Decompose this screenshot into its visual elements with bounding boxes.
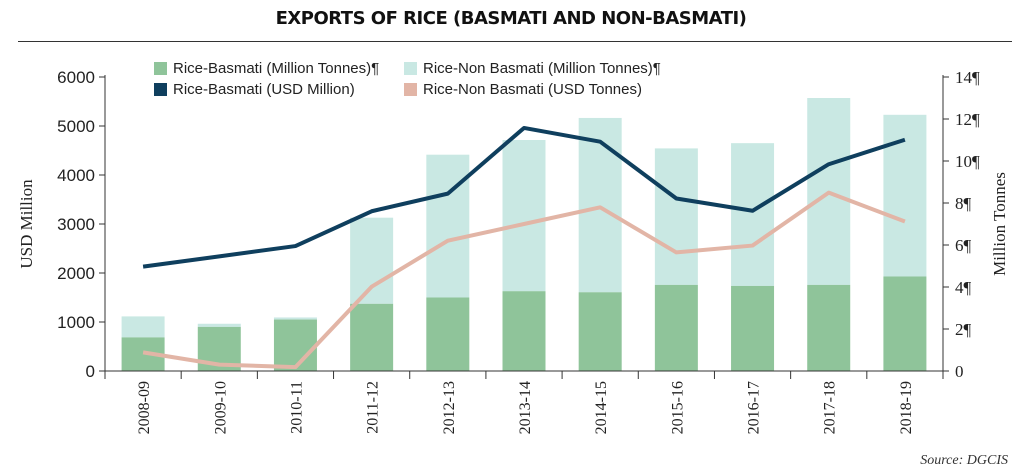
- legend-item-nonbasmati-usd: Rice-Non Basmati (USD Tonnes): [404, 81, 642, 98]
- legend-label: Rice-Non Basmati (Million Tonnes)¶: [423, 60, 661, 77]
- bar-nonbasmati-tonnes: [654, 148, 698, 285]
- y-axis-title-right: Million Tonnes: [990, 172, 1009, 276]
- legend-swatch: [154, 62, 167, 75]
- bar-basmati-tonnes: [578, 292, 622, 371]
- bar-nonbasmati-tonnes: [883, 114, 927, 277]
- bar-basmati-tonnes: [502, 291, 546, 371]
- x-tick-label: 2010-11: [288, 381, 305, 434]
- y-tick-label-left: 2000: [57, 264, 95, 283]
- y-tick-label-left: 0: [86, 362, 95, 381]
- bar-basmati-tonnes: [350, 303, 394, 371]
- y-tick-label-right: 8¶: [955, 194, 972, 213]
- line-nonbasmati-usd: [142, 190, 906, 370]
- x-tick-label: 2013-14: [517, 381, 534, 434]
- x-tick-label: 2009-10: [212, 381, 229, 434]
- bar-basmati-tonnes: [273, 319, 317, 371]
- legend-label: Rice-Basmati (USD Million): [173, 81, 355, 98]
- bar-nonbasmati-tonnes: [197, 323, 241, 327]
- y-tick-label-left: 1000: [57, 313, 95, 332]
- y-tick-label-right: 12¶: [955, 110, 980, 129]
- bar-basmati-tonnes: [426, 297, 470, 371]
- bar-nonbasmati-tonnes: [502, 140, 546, 292]
- x-tick-label: 2014-15: [593, 381, 610, 434]
- title-divider: [18, 41, 1012, 42]
- bar-nonbasmati-tonnes: [731, 143, 775, 286]
- chart-title: EXPORTS OF RICE (BASMATI AND NON-BASMATI…: [275, 8, 747, 29]
- bar-basmati-tonnes: [807, 284, 851, 371]
- legend-swatch: [404, 83, 417, 96]
- legend-label: Rice-Non Basmati (USD Tonnes): [423, 81, 642, 98]
- y-tick-label-right: 4¶: [955, 278, 972, 297]
- legend-swatch: [404, 62, 417, 75]
- legend-item-basmati-tonnes: Rice-Basmati (Million Tonnes)¶: [154, 60, 379, 77]
- x-tick-label: 2012-13: [441, 381, 458, 434]
- y-tick-label-left: 6000: [57, 68, 95, 87]
- y-tick-label-right: 6¶: [955, 236, 972, 255]
- y-tick-label-left: 3000: [57, 215, 95, 234]
- y-tick-label-left: 5000: [57, 117, 95, 136]
- bar-nonbasmati-tonnes: [273, 317, 317, 320]
- bar-basmati-tonnes: [654, 284, 698, 371]
- legend-item-nonbasmati-tonnes: Rice-Non Basmati (Million Tonnes)¶: [404, 60, 661, 77]
- bar-basmati-tonnes: [731, 285, 775, 371]
- y-tick-label-right: 2¶: [955, 320, 972, 339]
- x-tick-label: 2015-16: [669, 381, 686, 434]
- legend-swatch: [154, 83, 167, 96]
- bar-nonbasmati-tonnes: [578, 117, 622, 293]
- x-tick-label: 2018-19: [898, 381, 915, 434]
- legend-item-basmati-usd: Rice-Basmati (USD Million): [154, 81, 355, 98]
- line-basmati-usd: [142, 125, 906, 269]
- x-tick-label: 2011-12: [365, 381, 382, 434]
- x-tick-label: 2016-17: [746, 381, 763, 434]
- y-tick-label-right: 14¶: [955, 68, 980, 87]
- bar-nonbasmati-tonnes: [426, 154, 470, 298]
- y-tick-label-right: 0: [955, 362, 964, 381]
- y-tick-label-right: 10¶: [955, 152, 980, 171]
- legend-label: Rice-Basmati (Million Tonnes)¶: [173, 60, 380, 77]
- bar-nonbasmati-tonnes: [350, 217, 394, 304]
- y-axis-title-left: USD Million: [17, 179, 36, 269]
- bar-nonbasmati-tonnes: [121, 316, 165, 338]
- bar-basmati-tonnes: [883, 276, 927, 371]
- y-tick-label-left: 4000: [57, 166, 95, 185]
- x-tick-label: 2008-09: [136, 381, 153, 434]
- x-tick-label: 2017-18: [822, 381, 839, 434]
- source-note: Source: DGCIS: [920, 453, 1008, 468]
